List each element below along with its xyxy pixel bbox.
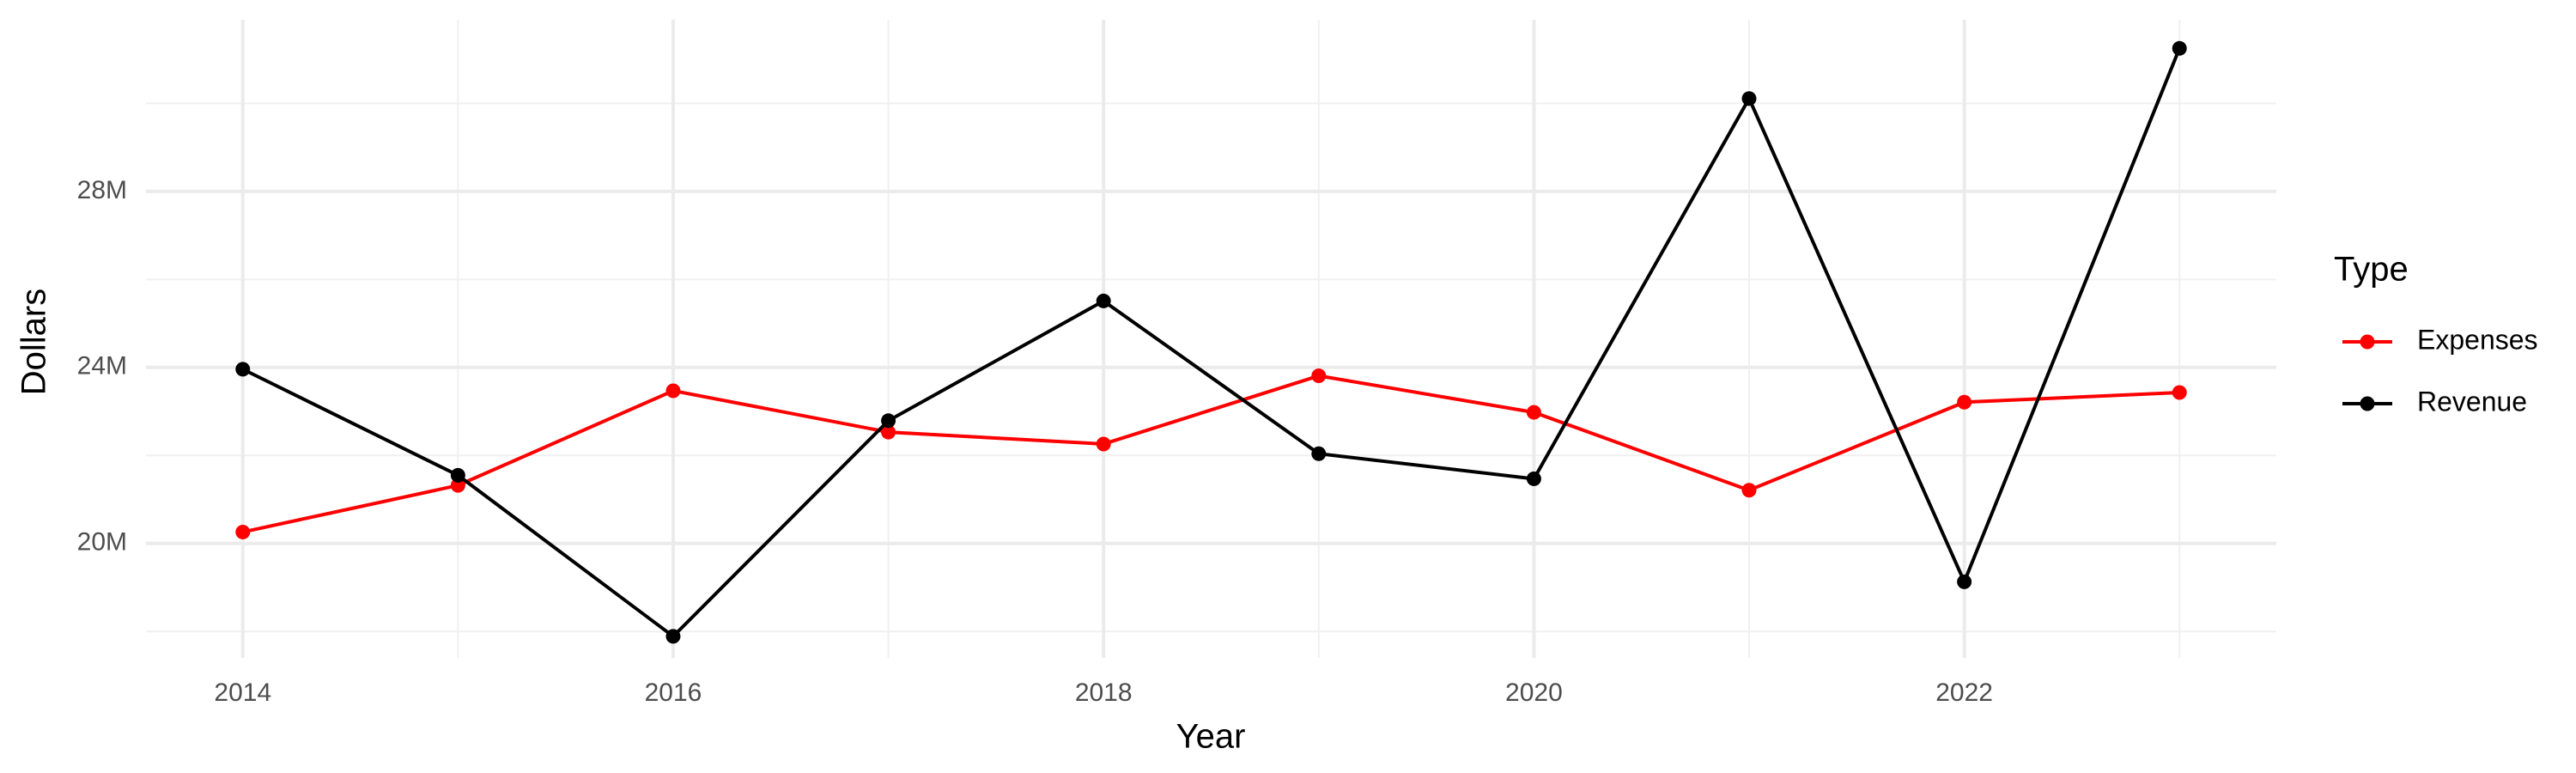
y-tick-label: 28M	[77, 176, 127, 204]
data-point	[2172, 385, 2187, 400]
data-point	[235, 362, 251, 377]
grid	[146, 20, 2276, 658]
legend-label: Expenses	[2417, 324, 2538, 355]
data-point	[2172, 40, 2187, 56]
data-point	[1526, 405, 1541, 420]
x-tick-label: 2016	[645, 679, 702, 707]
data-point	[1957, 574, 1972, 589]
legend-marker	[2360, 396, 2375, 411]
x-tick-label: 2018	[1075, 679, 1133, 707]
data-point	[450, 478, 465, 493]
y-tick-label: 24M	[77, 352, 127, 380]
x-tick-label: 2020	[1505, 679, 1563, 707]
data-point	[1526, 471, 1541, 486]
plot-layer: 20M 24M 28M 2014 2016 2018 2020 2022 Expenses Rev…	[77, 20, 2538, 707]
data-point	[1741, 91, 1757, 107]
data-point	[235, 524, 251, 539]
data-point	[665, 629, 681, 644]
data-point	[1741, 483, 1757, 498]
series-line	[242, 374, 2180, 534]
data-point	[881, 424, 896, 440]
data-point	[1096, 436, 1111, 452]
data	[235, 40, 2187, 644]
legend-marker	[2360, 334, 2375, 350]
data-point	[1096, 293, 1111, 308]
data-point	[450, 467, 465, 483]
x-tick-label: 2014	[214, 679, 271, 707]
legend-title: Type	[2334, 251, 2409, 289]
y-tick-label: 20M	[77, 528, 127, 557]
legend-label: Revenue	[2417, 386, 2527, 417]
x-axis-title: Year	[1176, 718, 1246, 756]
y-axis-title: Dollars	[15, 289, 53, 395]
data-point	[881, 413, 896, 429]
data-point	[1311, 368, 1327, 384]
series-line	[241, 47, 2182, 639]
data-point	[665, 383, 681, 399]
data-point	[1311, 446, 1327, 461]
x-tick-label: 2022	[1935, 679, 1993, 707]
data-point	[1957, 394, 1972, 410]
